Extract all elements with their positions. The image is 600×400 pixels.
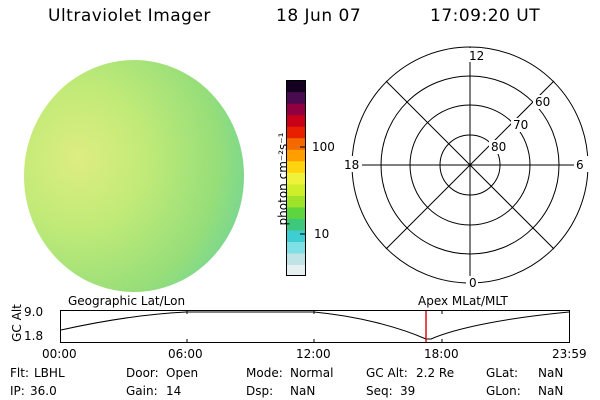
dsp-value: NaN: [290, 384, 316, 398]
earth-disc: [24, 60, 244, 292]
door-label: Door:: [126, 366, 159, 380]
track-xtick-1: 06:00: [168, 347, 203, 361]
track-xtick-3: 18:00: [424, 347, 459, 361]
track-ylabel: GC Alt: [10, 304, 24, 342]
glat-label: GLat:: [486, 366, 519, 380]
colorbar-label: photon cm⁻²s⁻¹: [276, 132, 290, 226]
colorbar-cell: [286, 91, 306, 104]
track-xtick-4: 23:59: [552, 347, 587, 361]
colorbar-cell: [286, 183, 306, 196]
colorbar: [286, 80, 306, 276]
door-value: Open: [166, 366, 199, 380]
flt-value: LBHL: [34, 366, 65, 380]
glon-value: NaN: [538, 384, 564, 398]
orbit-track-plot: [60, 310, 570, 343]
ip-label: IP:: [10, 384, 25, 398]
colorbar-cell: [286, 149, 306, 162]
colorbar-tick-10: 10: [314, 227, 330, 241]
glon-label: GLon:: [486, 384, 521, 398]
polar-lat-60: 60: [535, 95, 550, 109]
polar-lat-70: 70: [513, 118, 528, 132]
polar-diag-2: [385, 80, 555, 250]
track-left-title: Geographic Lat/Lon: [68, 294, 186, 308]
mode-label: Mode:: [246, 366, 283, 380]
gcalt-label: GC Alt:: [366, 366, 408, 380]
observation-date: 18 Jun 07: [276, 6, 362, 26]
track-ytick-top: 9.0: [24, 305, 44, 319]
colorbar-cell: [286, 252, 306, 266]
colorbar-cell: [286, 172, 306, 185]
track-xtick-2: 12:00: [296, 347, 331, 361]
glat-value: NaN: [538, 366, 564, 380]
polar-label-0: 0: [469, 276, 477, 288]
dsp-label: Dsp:: [246, 384, 274, 398]
seq-label: Seq:: [366, 384, 393, 398]
ip-value: 36.0: [30, 384, 57, 398]
gain-label: Gain:: [126, 384, 158, 398]
colorbar-cell: [286, 114, 306, 127]
polar-label-12: 12: [469, 49, 484, 63]
colorbar-cell: [286, 218, 306, 231]
polar-lat-80: 80: [491, 140, 506, 154]
colorbar-cell: [286, 80, 306, 93]
colorbar-cell: [286, 126, 306, 139]
colorbar-cell: [286, 160, 306, 173]
seq-value: 39: [400, 384, 416, 398]
polar-grid: 12 0 18 6 60 70 80: [342, 46, 590, 288]
altitude-curve: [60, 311, 570, 340]
colorbar-cell: [286, 206, 306, 219]
colorbar-cell: [286, 103, 306, 116]
track-xtick-0: 00:00: [42, 347, 77, 361]
gcalt-value: 2.2 Re: [416, 366, 455, 380]
polar-label-6: 6: [576, 158, 584, 172]
uv-earth-image: [24, 60, 244, 292]
flt-label: Flt:: [10, 366, 29, 380]
colorbar-cell: [286, 241, 306, 254]
track-right-title: Apex MLat/MLT: [418, 294, 508, 308]
instrument-title: Ultraviolet Imager: [48, 6, 211, 26]
colorbar-cell: [286, 229, 306, 243]
track-ytick-bottom: 1.8: [24, 329, 44, 343]
colorbar-cell: [286, 264, 306, 276]
mode-value: Normal: [290, 366, 334, 380]
observation-time: 17:09:20 UT: [430, 6, 541, 26]
colorbar-tick-100: 100: [312, 140, 335, 154]
colorbar-cell: [286, 195, 306, 208]
gain-value: 14: [166, 384, 182, 398]
polar-label-18: 18: [344, 158, 359, 172]
